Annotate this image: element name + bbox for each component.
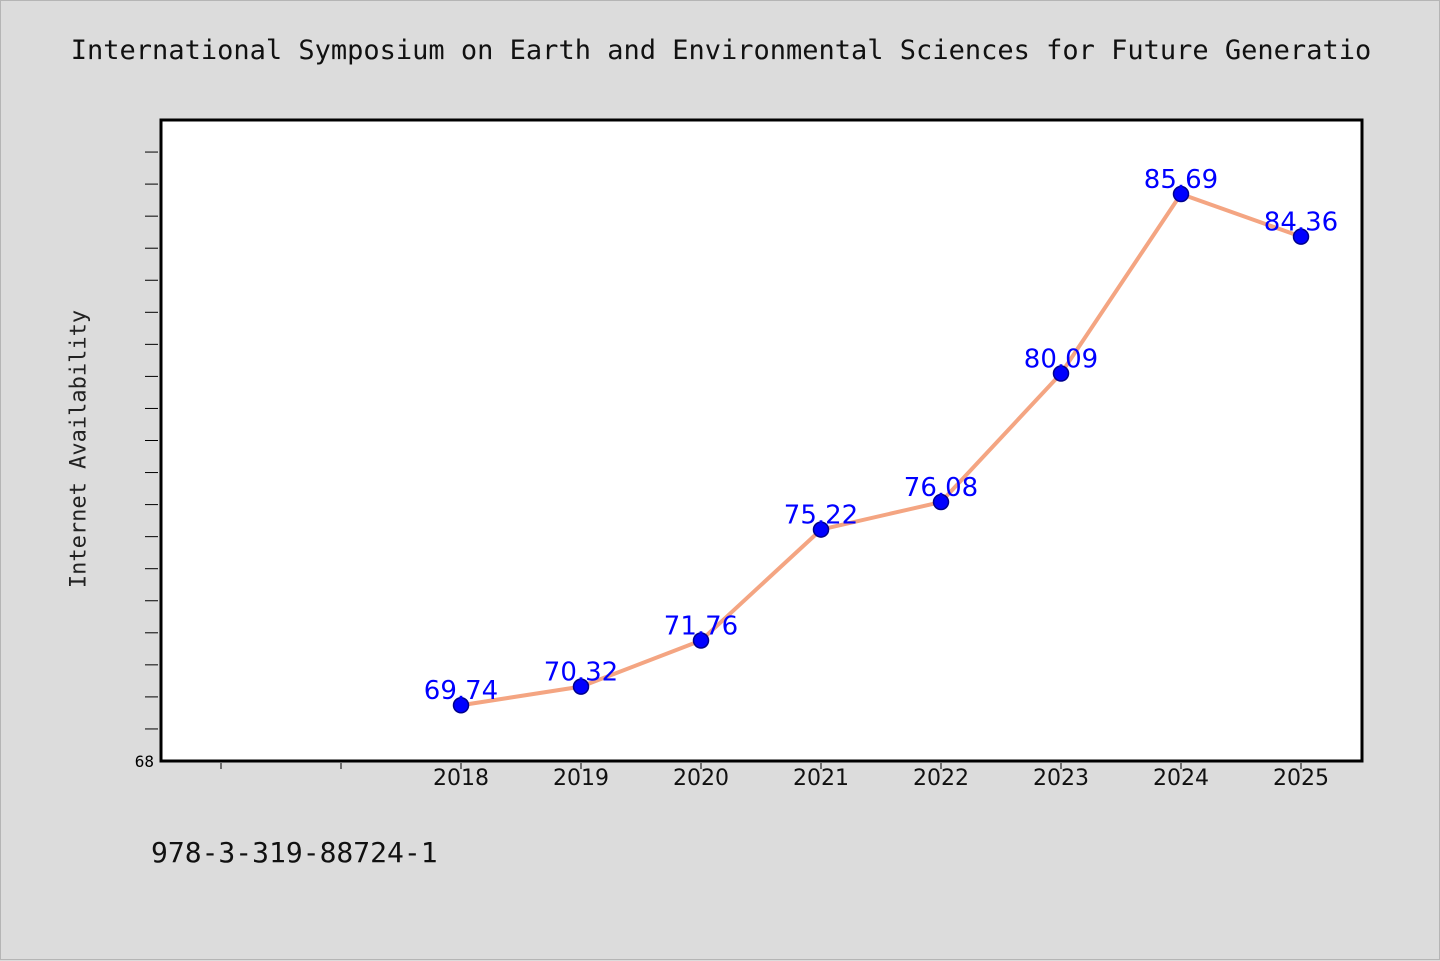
- data-point: [932, 493, 950, 511]
- data-point: [1292, 228, 1310, 245]
- data-labels: 69.74 70.32 71.76 75.22 76.08 80.09 85.69 84.36: [424, 165, 1338, 706]
- data-point: [572, 678, 590, 695]
- data-label: 70.32: [544, 658, 618, 688]
- isbn-text: 978-3-319-88724-1: [151, 836, 438, 869]
- data-points: [452, 185, 1310, 714]
- data-label: 84.36: [1264, 208, 1338, 238]
- data-label: 69.74: [424, 676, 498, 706]
- data-label: 80.09: [1024, 345, 1098, 375]
- series-line: [459, 192, 1303, 708]
- y-tick-label: 68: [135, 752, 154, 771]
- x-tick-label: 2019: [553, 766, 609, 791]
- x-tick-label: 2020: [673, 766, 729, 791]
- chart-title: International Symposium on Earth and Env…: [70, 35, 1372, 66]
- x-axis-ticks: 2018 2019 2020 2021 2022 2023 2024 2025: [220, 763, 1329, 791]
- x-tick-label: 2025: [1273, 766, 1329, 791]
- x-tick-label: 2023: [1033, 766, 1089, 791]
- data-point: [1172, 185, 1190, 203]
- data-label: 75.22: [784, 501, 858, 531]
- series-line-group: [459, 192, 1303, 708]
- x-tick-label: 2018: [433, 766, 489, 791]
- x-tick-label: 2022: [913, 766, 969, 791]
- data-label: 85.69: [1144, 165, 1218, 195]
- data-point: [692, 632, 710, 649]
- data-label: 76.08: [904, 473, 978, 503]
- x-tick-label: 2021: [793, 766, 849, 791]
- data-point: [812, 521, 830, 538]
- data-point: [1052, 365, 1070, 382]
- data-point: [452, 696, 470, 714]
- y-axis-ticks: 68: [135, 151, 158, 771]
- plot-area: [159, 118, 1364, 763]
- x-tick-label: 2024: [1153, 766, 1209, 791]
- data-label: 71.76: [664, 611, 738, 641]
